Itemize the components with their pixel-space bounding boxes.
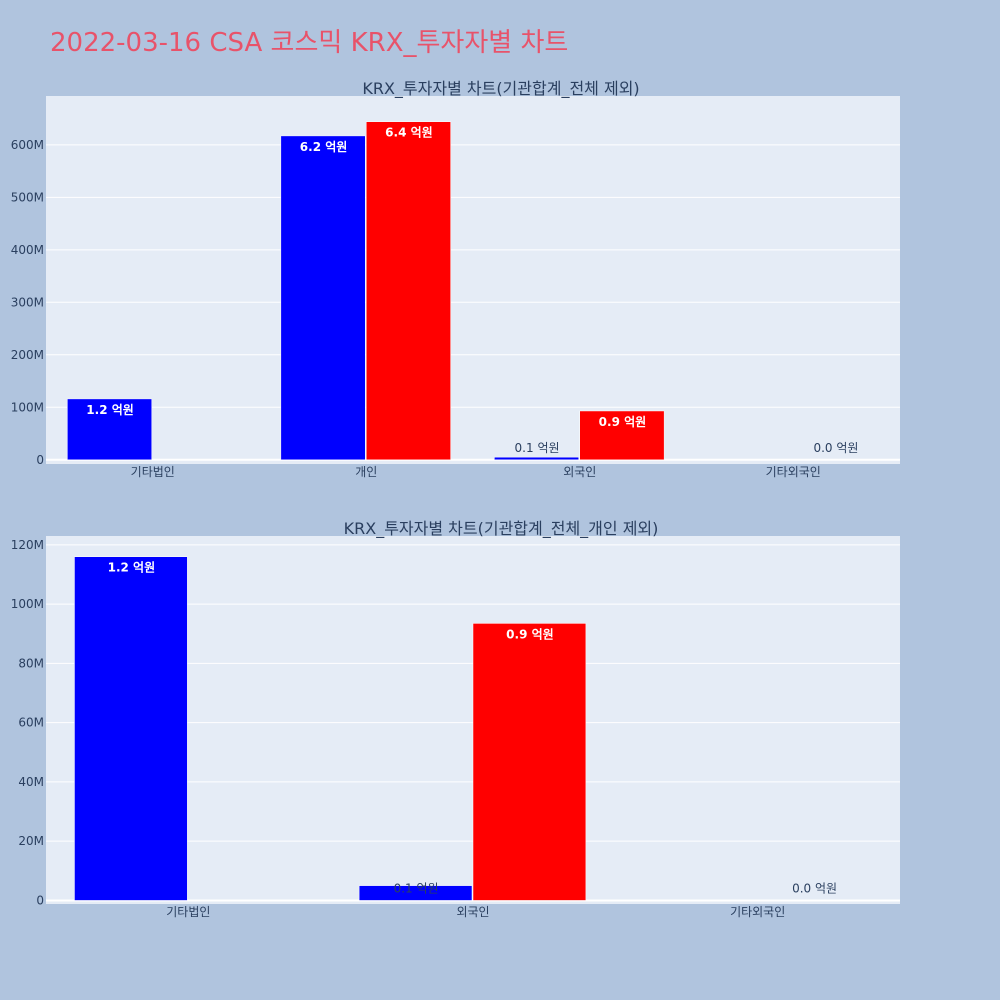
data-label: 0.0 억원 [813, 441, 858, 455]
plot-area [46, 96, 900, 464]
chart-bottom: KRX_투자자별 차트(기관합계_전체_개인 제외) 0 20M 40M 60M 80M 1… [11, 519, 900, 919]
data-label: 6.4 억원 [385, 126, 433, 140]
x-tick-label: 기타외국인 [766, 465, 821, 479]
data-label: 0.1 억원 [394, 881, 439, 895]
data-label: 0.9 억원 [599, 415, 647, 429]
x-tick-label: 기타법인 [131, 465, 175, 479]
bar [494, 456, 580, 461]
bar [74, 556, 188, 901]
chart-title: KRX_투자자별 차트(기관합계_전체_개인 제외) [344, 519, 659, 539]
y-tick-label: 100M [11, 597, 44, 611]
bar [579, 410, 665, 461]
x-tick-label: 개인 [355, 465, 377, 479]
data-label: 0.1 억원 [515, 441, 560, 455]
chart-title: KRX_투자자별 차트(기관합계_전체 제외) [362, 79, 639, 99]
y-tick-label: 400M [11, 243, 44, 257]
x-tick-label: 외국인 [563, 465, 596, 479]
y-tick-label: 100M [11, 400, 44, 414]
y-tick-label: 300M [11, 295, 44, 309]
data-label: 6.2 억원 [300, 140, 348, 154]
y-tick-label: 200M [11, 348, 44, 362]
data-label: 1.2 억원 [86, 403, 134, 417]
x-tick-label: 기타외국인 [730, 905, 785, 919]
data-label: 0.0 억원 [792, 881, 837, 895]
x-tick-label: 기타법인 [166, 905, 210, 919]
y-tick-label: 0 [36, 453, 44, 467]
data-label: 0.9 억원 [506, 627, 554, 641]
bar [280, 135, 366, 461]
y-tick-label: 40M [18, 775, 44, 789]
x-tick-label: 외국인 [456, 905, 489, 919]
y-tick-label: 600M [11, 138, 44, 152]
bar [366, 121, 451, 461]
data-label: 1.2 억원 [108, 561, 156, 575]
bar [472, 623, 587, 901]
y-tick-label: 80M [18, 656, 44, 670]
chart-top: KRX_투자자별 차트(기관합계_전체 제외) 0 100M 200M 300M 400M… [11, 79, 900, 479]
y-tick-label: 20M [18, 834, 44, 848]
y-tick-label: 0 [36, 893, 44, 907]
page-title: 2022-03-16 CSA 코스믹 KRX_투자자별 차트 [50, 28, 569, 58]
y-tick-label: 120M [11, 538, 44, 552]
bar [358, 885, 473, 901]
y-tick-label: 60M [18, 716, 44, 730]
y-tick-label: 500M [11, 190, 44, 204]
bar [67, 398, 152, 461]
